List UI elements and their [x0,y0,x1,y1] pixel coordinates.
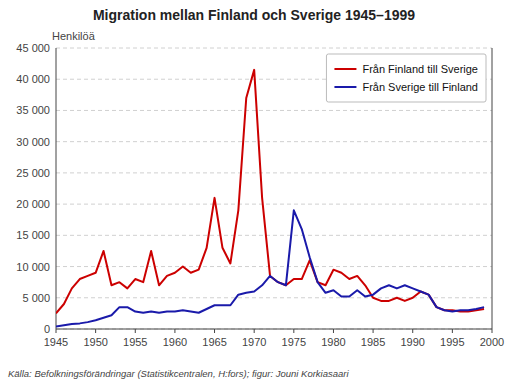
x-tick [412,329,413,333]
x-tick-label: 1975 [282,336,306,348]
grid-line [56,48,492,49]
y-tick-label: 25 000 [16,167,50,179]
y-tick-label: 20 000 [16,198,50,210]
x-tick-label: 1995 [440,336,464,348]
x-tick-label: 1945 [44,336,68,348]
grid-line [56,172,492,173]
grid-line [56,266,492,267]
x-tick-label: 1950 [83,336,107,348]
x-tick [254,329,255,333]
x-tick-label: 1990 [400,336,424,348]
legend-label: Från Sverige till Finland [362,81,478,93]
x-tick-label: 1955 [123,336,147,348]
x-tick-label: 1960 [163,336,187,348]
x-tick [452,329,453,333]
x-tick [293,329,294,333]
y-tick-label: 15 000 [16,229,50,241]
grid-line [56,110,492,111]
series-line [56,210,484,326]
legend-label: Från Finland till Sverige [362,63,478,75]
x-tick-label: 1985 [361,336,385,348]
x-tick-label: 1965 [202,336,226,348]
title: Migration mellan Finland och Sverige 194… [93,7,415,23]
x-tick [373,329,374,333]
grid-line [56,235,492,236]
legend: Från Finland till Sverige Från Sverige ti… [326,54,486,102]
x-axis-line [56,329,492,330]
y-tick-label: 30 000 [16,136,50,148]
x-tick [492,329,493,333]
lines [56,70,484,327]
grid-line [56,329,492,330]
caption: Källa: Befolkningsförändringar (Statisti… [8,368,349,379]
y-tick-label: 10 000 [16,261,50,273]
grid [56,48,492,329]
x-tick-label: 1980 [321,336,345,348]
y-axis: 0 5 000 10 000 15 000 20 000 25 000 30 000 35 0… [16,42,50,335]
y-tick-label: 0 [44,323,50,335]
grid-line [56,297,492,298]
x-tick [174,329,175,333]
legend-swatch [334,86,356,88]
legend-box [326,54,486,102]
y-axis-label: Henkilöä [52,30,96,42]
x-axis: 1945 1950 1955 1960 1965 1970 1975 1980 1985 1990… [44,329,504,348]
y-tick-label: 40 000 [16,73,50,85]
x-tick [135,329,136,333]
grid-line [56,141,492,142]
x-tick [333,329,334,333]
y-axis-line [56,48,57,329]
y-tick-label: 5 000 [22,292,50,304]
y-tick-label: 35 000 [16,104,50,116]
x-tick [56,329,57,333]
x-tick-label: 1970 [242,336,266,348]
x-tick [214,329,215,333]
legend-swatch [334,68,356,70]
right-axis-line [492,48,493,329]
x-tick-label: 2000 [480,336,504,348]
x-tick [95,329,96,333]
grid-line [56,204,492,205]
y-tick-label: 45 000 [16,42,50,54]
chart: 0 5 000 10 000 15 000 20 000 25 000 30 000 35 0… [0,0,508,385]
